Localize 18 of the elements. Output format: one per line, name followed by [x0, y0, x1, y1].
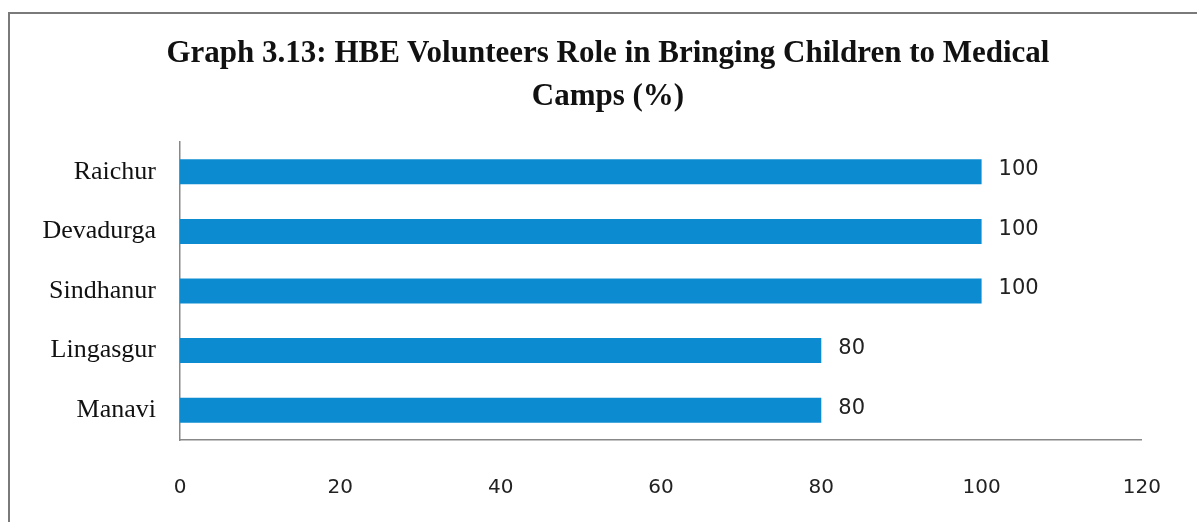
y-tick-label: Raichur [73, 155, 157, 185]
x-tick-label: 80 [808, 474, 834, 499]
x-tick-label: 20 [327, 474, 354, 499]
y-tick-label: Lingasgur [50, 334, 157, 364]
x-tick-label: 100 [962, 474, 1001, 499]
data-label: 80 [838, 394, 866, 419]
x-tick-label: 120 [1122, 474, 1162, 499]
y-tick-label: Sindhanur [49, 274, 157, 304]
x-tick-label: 0 [173, 474, 187, 499]
y-tick-label: Manavi [76, 394, 156, 424]
x-tick-label: 60 [648, 474, 674, 499]
chart-title: Graph 3.13: HBE Volunteers Role in Bringing Children to Medical Camps (%) [165, 33, 1051, 114]
data-label: 80 [838, 335, 866, 360]
data-label: 100 [998, 215, 1039, 240]
data-label: 100 [998, 275, 1039, 300]
x-tick-label: 40 [487, 474, 514, 499]
data-label: 100 [998, 156, 1039, 181]
y-tick-label: Devadurga [42, 215, 157, 245]
